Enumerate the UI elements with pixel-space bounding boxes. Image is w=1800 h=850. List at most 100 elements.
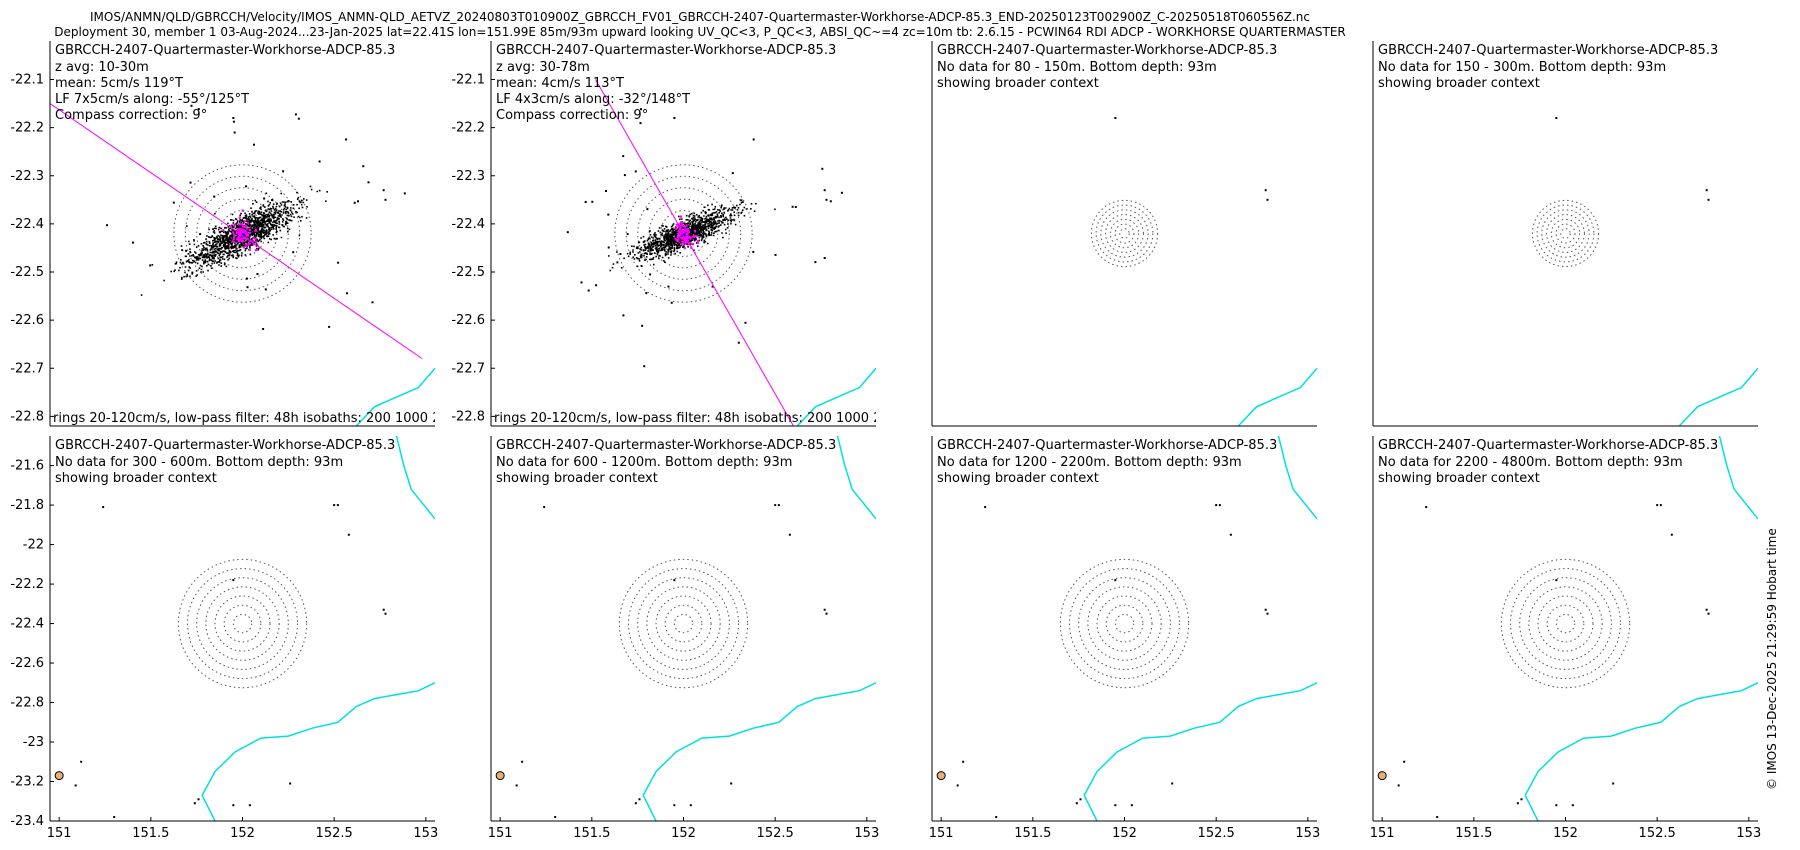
speed-ring (1078, 577, 1171, 670)
reef-dot (1230, 6, 1232, 8)
panel-title: GBRCCH-2407-Quartermaster-Workhorse-ADCP… (937, 43, 1277, 58)
speed-ring (1546, 214, 1585, 253)
outlier-point (245, 277, 248, 280)
panel-title: GBRCCH-2407-Quartermaster-Workhorse-ADCP… (1378, 438, 1718, 453)
speed-ring (1510, 568, 1621, 680)
reef-dot (554, 695, 556, 697)
outlier-point (752, 250, 755, 253)
reef-dot (638, 798, 641, 801)
speed-ring (1105, 604, 1144, 643)
reef-dot (248, 804, 251, 807)
speed-ring (648, 198, 719, 269)
outlier-point (814, 261, 817, 264)
reef-dot (1671, 6, 1673, 8)
outlier-point (595, 284, 598, 287)
x-tick-label: 152.5 (1198, 826, 1235, 841)
ring-legend: rings 20-120cm/s, low-pass filter: 48h i… (494, 411, 927, 426)
coastline-main (1237, 367, 1317, 426)
y-tick-label: -21.8 (10, 498, 44, 513)
reef-dot (194, 661, 196, 663)
reef-dot (80, 760, 83, 763)
reef-dot (521, 560, 523, 562)
outlier-point (649, 273, 652, 276)
outlier-point (271, 199, 274, 201)
x-tick-label: 152.5 (1639, 826, 1676, 841)
outlier-point (605, 190, 607, 192)
panel-info-line: No data for 2200 - 4800m. Bottom depth: … (1378, 455, 1683, 470)
reef-dot (1130, 804, 1133, 807)
reef-dot (1670, 533, 1673, 536)
speed-ring (1537, 595, 1594, 652)
reef-dot (1266, 198, 1269, 201)
y-tick-label: -22.8 (10, 409, 44, 424)
y-tick-label: -22.3 (451, 169, 485, 184)
outlier-point (149, 264, 152, 267)
speed-ring (223, 604, 262, 643)
island-marker (54, 771, 64, 781)
reef-dot (1705, 189, 1708, 192)
reef-dot (788, 533, 791, 536)
y-tick-label: -22.8 (451, 409, 485, 424)
reef-dot (80, 560, 82, 562)
lowpass-principal-axis (595, 79, 794, 426)
speed-ring (1114, 223, 1135, 244)
reef-dot (956, 784, 959, 787)
outlier-point (821, 167, 824, 170)
deployment-info: Deployment 30, member 1 03-Aug-2024...23… (54, 25, 1346, 39)
speed-ring (187, 568, 298, 680)
outlier-point (371, 301, 374, 304)
y-tick-label: -22.7 (10, 361, 44, 376)
reef-dot (333, 504, 336, 507)
outlier-point (199, 233, 202, 236)
panel-info-line: mean: 5cm/s 119°T (55, 76, 183, 91)
outlier-point (626, 233, 629, 236)
panel-4: GBRCCH-2407-Quartermaster-Workhorse-ADCP… (1372, 6, 1758, 697)
reef-dot (825, 612, 828, 615)
reef-dot (1612, 782, 1615, 785)
x-tick-label: 153 (1295, 826, 1320, 841)
outlier-point (645, 292, 648, 295)
coastline-main (355, 367, 435, 426)
y-tick-label: -22.1 (451, 73, 485, 88)
coastline-main (1524, 682, 1758, 821)
reef-dot (384, 612, 387, 615)
reef-dot (962, 560, 964, 562)
reef-dot (823, 608, 826, 611)
reef-dot (1517, 661, 1519, 663)
reef-dot (193, 802, 196, 805)
outlier-point (253, 143, 255, 146)
outlier-point (823, 257, 826, 259)
speed-ring (205, 586, 280, 661)
coastline-main (201, 682, 435, 821)
plot-area (936, 436, 1317, 821)
reef-dot (1436, 695, 1438, 697)
reef-dot (1075, 802, 1078, 805)
speed-ring (1500, 558, 1631, 689)
island-marker (937, 590, 945, 598)
outlier-point (737, 341, 740, 344)
panel-7: GBRCCH-2407-Quartermaster-Workhorse-ADCP… (929, 436, 1320, 841)
x-tick-label: 152 (230, 826, 255, 841)
lowpass-principal-axis (50, 103, 423, 360)
speed-ring (1059, 558, 1190, 689)
panel-info-line: No data for 150 - 300m. Bottom depth: 93… (1378, 60, 1666, 75)
y-tick-label: -21.6 (10, 459, 44, 474)
outlier-point (232, 120, 235, 123)
speed-ring (1560, 228, 1571, 239)
y-tick-label: -23.4 (10, 814, 44, 829)
reef-dot (1707, 198, 1710, 201)
outlier-point (711, 285, 714, 288)
reef-dot (673, 579, 676, 582)
outlier-point (367, 181, 370, 184)
y-tick-label: -22.2 (10, 577, 44, 592)
velocity-scatter (608, 199, 776, 272)
panel-info-line: No data for 80 - 150m. Bottom depth: 93m (937, 60, 1217, 75)
outlier-point (829, 200, 832, 203)
outlier-point (670, 301, 673, 304)
reef-dot (1131, 666, 1133, 668)
speed-ring (618, 558, 749, 689)
reef-dot (521, 760, 524, 763)
reef-dot (730, 782, 733, 785)
speed-ring (637, 577, 730, 670)
outlier-point (357, 200, 359, 203)
